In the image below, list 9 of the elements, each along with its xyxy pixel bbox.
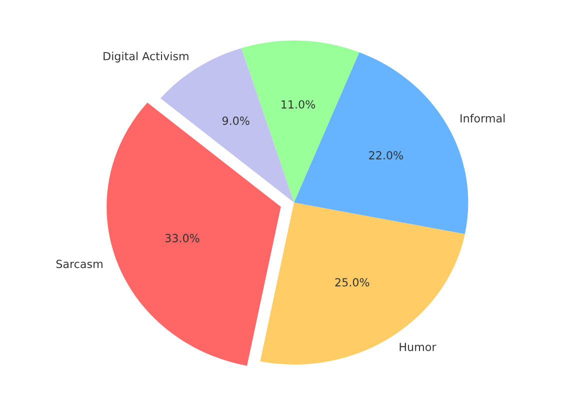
- slice-label: Humor: [400, 342, 436, 352]
- slice-label: Digital Activism: [104, 52, 188, 62]
- data-label: 33.0%: [165, 234, 200, 242]
- data-label: 25.0%: [335, 278, 370, 286]
- data-label: 22.0%: [369, 151, 403, 160]
- data-label: 9.0%: [222, 116, 250, 125]
- slice-label: Sarcasm: [56, 260, 102, 268]
- data-label: 11.0%: [282, 100, 316, 109]
- slice-label: Informal: [460, 114, 505, 123]
